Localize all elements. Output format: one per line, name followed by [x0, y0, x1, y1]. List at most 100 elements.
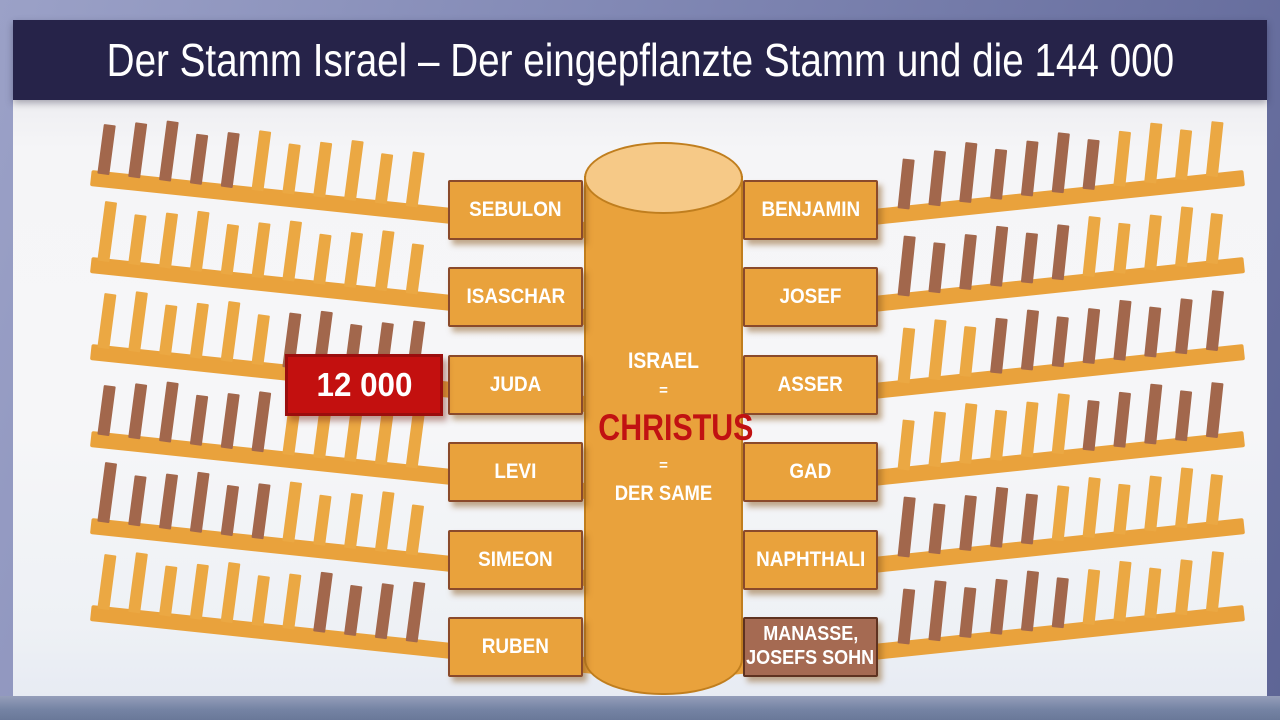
orange-twig	[220, 301, 241, 363]
orange-twig	[1205, 551, 1225, 613]
orange-twig	[1082, 477, 1101, 539]
brown-twig	[1051, 224, 1070, 281]
brown-twig	[959, 142, 978, 203]
page-title: Der Stamm Israel – Der eingepflanzte Sta…	[106, 34, 1174, 86]
brown-twig	[897, 235, 916, 297]
brown-twig	[97, 462, 118, 524]
tribe-box-levi: LEVI	[448, 442, 583, 502]
trunk-label-christus: CHRISTUS	[598, 407, 754, 448]
brown-twig	[1113, 299, 1132, 361]
orange-twig	[1113, 560, 1132, 622]
orange-twig	[405, 412, 425, 469]
orange-twig	[1175, 129, 1193, 181]
tribe-box-ruben: RUBEN	[448, 617, 583, 677]
orange-twig	[374, 414, 394, 466]
brown-twig	[959, 495, 977, 551]
orange-twig	[897, 327, 916, 384]
brown-twig	[1175, 390, 1193, 442]
orange-twig	[1144, 567, 1162, 619]
tribe-label: SIMEON	[478, 548, 553, 571]
brown-twig	[1020, 570, 1040, 632]
brown-twig	[1082, 139, 1100, 191]
tribe-box-isaschar: ISASCHAR	[448, 267, 583, 327]
orange-twig	[1175, 206, 1194, 268]
brown-twig	[128, 475, 147, 527]
brown-twig	[897, 496, 916, 558]
brown-twig	[990, 148, 1008, 200]
orange-twig	[1113, 130, 1132, 187]
orange-twig	[282, 573, 302, 630]
orange-twig	[189, 302, 209, 359]
brown-twig	[959, 234, 977, 290]
orange-twig	[220, 223, 240, 276]
orange-twig	[97, 554, 117, 611]
tribe-label: LEVI	[494, 460, 537, 483]
brown-twig	[1113, 391, 1132, 448]
orange-twig	[159, 212, 179, 269]
orange-twig	[343, 492, 364, 550]
tribe-label: NAPHTHALI	[755, 548, 866, 571]
brown-twig	[1020, 232, 1039, 284]
brown-twig	[251, 391, 272, 453]
tribe-label: MANASSE,	[762, 623, 859, 646]
orange-twig	[189, 210, 210, 272]
tribe-box-manasse-josefs-sohn: MANASSE, JOSEFS SOHN	[743, 617, 878, 677]
brown-twig	[159, 381, 179, 443]
orange-twig	[97, 293, 117, 350]
orange-twig	[897, 419, 915, 471]
count-badge-label: 12 000	[316, 366, 412, 403]
orange-twig	[251, 222, 271, 279]
brown-twig	[990, 225, 1009, 287]
orange-twig	[405, 504, 425, 556]
orange-twig	[313, 141, 333, 198]
tribe-box-simeon: SIMEON	[448, 530, 583, 590]
orange-twig	[282, 481, 303, 543]
orange-twig	[128, 214, 147, 266]
brown-twig	[990, 486, 1009, 548]
brown-twig	[128, 122, 148, 179]
brown-twig	[1051, 316, 1069, 368]
orange-twig	[1175, 467, 1194, 529]
brown-twig	[1051, 132, 1070, 194]
brown-twig	[220, 392, 240, 450]
tribe-label: GAD	[789, 460, 832, 483]
orange-twig	[1205, 213, 1224, 265]
brown-twig	[1144, 383, 1163, 445]
trunk-label: ISRAEL = CHRISTUS = DER SAME	[584, 348, 754, 506]
trunk-label-israel: ISRAEL	[627, 348, 700, 373]
tribe-box-juda: JUDA	[448, 355, 583, 415]
orange-twig	[1113, 483, 1131, 535]
brown-twig	[928, 150, 947, 207]
brown-twig	[928, 580, 947, 642]
orange-twig	[282, 143, 301, 195]
tribe-label: ASSER	[777, 373, 844, 396]
brown-twig	[1051, 577, 1069, 629]
brown-twig	[313, 571, 333, 633]
orange-twig	[343, 231, 364, 289]
brown-twig	[1082, 400, 1100, 452]
orange-twig	[343, 139, 364, 202]
orange-twig	[928, 319, 947, 381]
brown-twig	[220, 131, 240, 189]
orange-twig	[990, 409, 1008, 461]
count-badge: 12 000	[285, 354, 443, 416]
tribe-box-benjamin: BENJAMIN	[743, 180, 878, 240]
orange-twig	[251, 575, 270, 627]
orange-twig	[959, 403, 978, 464]
orange-twig	[189, 563, 209, 620]
tribe-label: SEBULON	[469, 198, 562, 221]
orange-twig	[1205, 474, 1224, 526]
bottom-cloud-strip	[0, 696, 1280, 720]
tribe-box-gad: GAD	[743, 442, 878, 502]
orange-twig	[159, 304, 178, 356]
orange-twig	[251, 130, 272, 192]
tribe-box-asser: ASSER	[743, 355, 878, 415]
brown-twig	[959, 586, 977, 638]
brown-twig	[159, 120, 179, 182]
brown-twig	[97, 384, 116, 437]
orange-twig	[374, 230, 395, 292]
brown-twig	[990, 317, 1008, 374]
brown-twig	[374, 583, 394, 640]
orange-twig	[1082, 216, 1101, 278]
